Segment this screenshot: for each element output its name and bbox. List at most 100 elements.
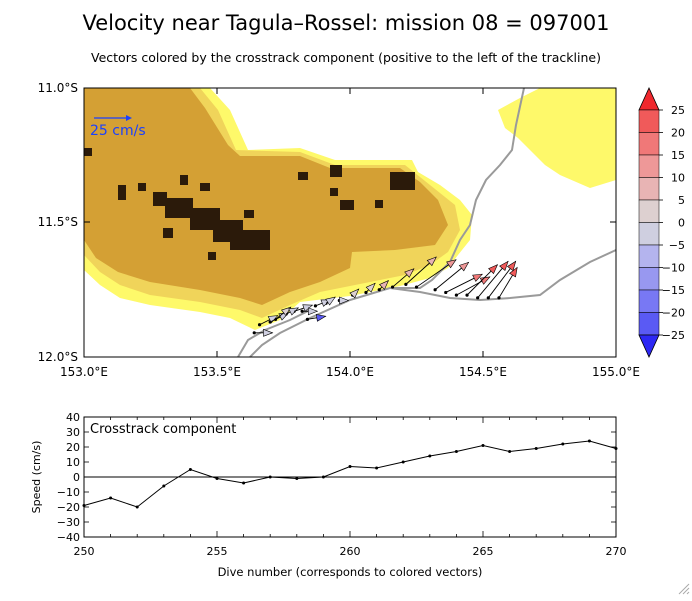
vector-arrowhead (426, 256, 437, 267)
line-y-tick-label: −10 (57, 486, 80, 499)
series-point (135, 505, 139, 509)
colorbar-swatch (638, 222, 660, 246)
vector-arrowhead (339, 296, 350, 305)
map-y-tick-label: 12.0°S (38, 350, 78, 364)
track-dot (252, 331, 256, 335)
line-chart-ylabel: Speed (cm/s) (30, 441, 43, 514)
colorbar-swatch (638, 154, 660, 178)
reef-patches (84, 148, 415, 260)
vector-arrowhead (315, 313, 327, 322)
line-chart-panel: 250 255 260 265 270 40 30 20 10 0 −10 −20 −30 −40 Cro… (30, 411, 627, 579)
resize-grip-icon[interactable] (676, 581, 690, 595)
series-point (428, 454, 432, 458)
map-ticks (83, 88, 617, 357)
series-point (162, 484, 166, 488)
series-point (454, 450, 458, 453)
line-chart-ticks: 250 255 260 265 270 40 30 20 10 0 −10 −20 −30 −40 (57, 411, 627, 558)
colorbar-tick-label: 5 (678, 194, 685, 207)
series-point (401, 460, 405, 464)
map-x-tick-label: 155.0°E (592, 365, 640, 379)
colorbar-swatch (638, 267, 660, 291)
scale-arrow-label: 25 cm/s (90, 123, 146, 139)
line-y-tick-label: −30 (57, 516, 80, 529)
line-x-tick-label: 270 (606, 545, 627, 558)
map-panel: 25 cm/s 153.0°E 153.5°E 154.0°E 154.5°E … (38, 81, 640, 379)
vector-arrowhead (263, 328, 274, 337)
series-point (481, 444, 485, 447)
line-y-tick-label: 40 (66, 411, 80, 424)
colorbar-top-cap (638, 87, 660, 111)
vector-arrowhead (446, 259, 457, 269)
vector-arrowhead (288, 307, 300, 316)
coastline-south (389, 249, 617, 302)
colorbar-swatch (638, 132, 660, 156)
map-x-tick-label: 153.5°E (193, 365, 241, 379)
bathymetry-fill (84, 88, 616, 330)
map-y-tick-labels: 11.0°S 11.5°S 12.0°S (38, 81, 78, 364)
shallow-zone-ne (498, 88, 616, 188)
vector-arrowhead (308, 307, 319, 316)
colorbar-swatch (638, 244, 660, 268)
colorbar-tick-label: −10 (662, 262, 685, 275)
map-y-tick-label: 11.5°S (38, 215, 78, 229)
colorbar-tick-label: 0 (678, 217, 685, 230)
line-y-tick-label: 20 (66, 441, 80, 454)
colorbar: 25 20 15 10 5 0 −5 −10 −15 −20 −25 (638, 87, 685, 358)
map-x-tick-label: 153.0°E (60, 365, 108, 379)
colorbar-swatch (638, 199, 660, 223)
vector-arrowhead (379, 280, 389, 290)
colorbar-swatch (638, 177, 660, 201)
scale-arrow: 25 cm/s (90, 115, 146, 139)
line-y-tick-label: 30 (66, 426, 80, 439)
line-y-tick-label: −20 (57, 501, 80, 514)
colorbar-tick-label: −5 (669, 239, 685, 252)
line-y-tick-label: 10 (66, 456, 80, 469)
line-x-tick-label: 255 (207, 545, 228, 558)
vector-arrowhead (365, 282, 376, 293)
vector-arrowhead (472, 273, 483, 282)
vector-arrowhead (506, 260, 517, 272)
colorbar-tick-label: 25 (671, 104, 685, 117)
crosstrack-series-line (83, 440, 617, 508)
colorbar-tick-label: 10 (671, 172, 685, 185)
map-x-tick-label: 154.0°E (326, 365, 374, 379)
series-point (321, 475, 325, 479)
series-point (534, 447, 538, 450)
colorbar-swatch (638, 109, 660, 133)
deep-zone-main (84, 88, 448, 305)
colorbar-tick-label: −20 (662, 307, 685, 320)
vector-arrowhead (267, 315, 279, 324)
velocity-vectors (254, 256, 518, 337)
figure-title: Velocity near Tagula–Rossel: mission 08 … (82, 11, 609, 35)
series-point (348, 465, 352, 468)
series-point (587, 439, 591, 443)
colorbar-swatch (638, 289, 660, 313)
vector-arrowhead (458, 261, 470, 272)
series-point (375, 466, 379, 470)
line-chart-frame (83, 416, 617, 538)
series-point (508, 450, 512, 453)
colorbar-tick-label: 15 (671, 149, 685, 162)
series-point (215, 477, 219, 480)
colorbar-tick-label: −15 (662, 284, 685, 297)
colorbar-tick-label: −25 (662, 329, 685, 342)
line-x-tick-label: 250 (74, 545, 95, 558)
map-x-tick-label: 154.5°E (459, 365, 507, 379)
colorbar-swatch (638, 312, 660, 336)
series-point (268, 475, 272, 479)
vector-arrowhead (499, 260, 509, 272)
line-chart-xlabel: Dive number (corresponds to colored vect… (218, 565, 483, 579)
line-x-tick-label: 260 (340, 545, 361, 558)
line-y-tick-label: −40 (57, 531, 80, 544)
vector-arrowhead (404, 268, 415, 278)
line-y-tick-label: 0 (73, 471, 80, 484)
colorbar-bottom-cap (638, 334, 660, 358)
series-point (188, 468, 192, 471)
vector-arrowhead (488, 264, 499, 275)
crosstrack-series-points (82, 439, 618, 509)
line-chart-title: Crosstrack component (90, 422, 236, 437)
map-x-tick-labels: 153.0°E 153.5°E 154.0°E 154.5°E 155.0°E (60, 365, 640, 379)
series-point (109, 496, 113, 500)
vector-arrowhead (349, 288, 360, 299)
